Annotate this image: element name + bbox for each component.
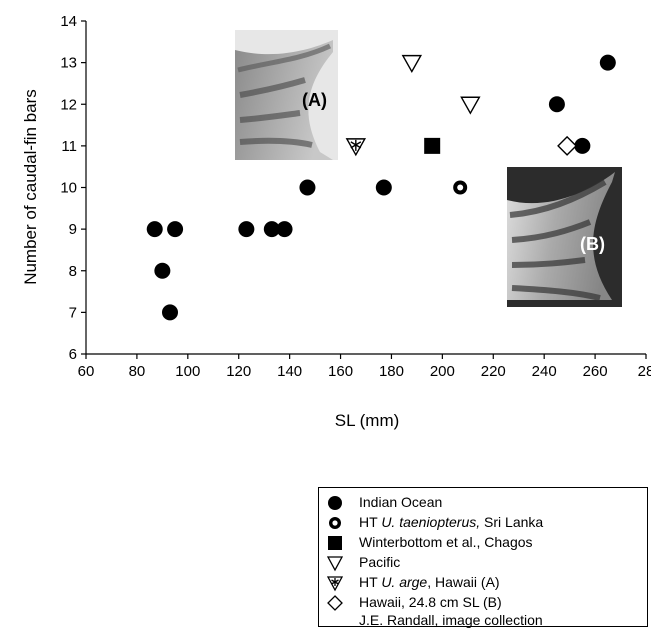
- inset-label-b: (B): [580, 234, 605, 254]
- data-point-filled-circle: [574, 137, 591, 154]
- legend: Indian Ocean HT U. taeniopterus, Sri Lan…: [318, 487, 648, 628]
- dot-circle-icon: [329, 517, 341, 529]
- x-axis-label: SL (mm): [335, 411, 400, 430]
- legend-item-ht-taeniopterus: HT U. taeniopterus, Sri Lanka: [319, 513, 647, 533]
- data-point-dot-circle: [453, 180, 468, 195]
- data-point-filled-circle: [375, 179, 392, 196]
- legend-label-prefix: HT: [359, 574, 382, 590]
- open-triangle-down-icon: [326, 556, 344, 572]
- open-diamond-icon: [327, 595, 343, 611]
- legend-label: HT U. taeniopterus, Sri Lanka: [359, 514, 543, 530]
- scatter-chart: (A) (B) 60 80 100 120 140 160 180 200 220 240 260 2…: [21, 13, 651, 430]
- x-tick-label: 140: [277, 363, 302, 380]
- legend-label: Indian Ocean: [359, 494, 443, 510]
- y-tick-label: 10: [60, 180, 77, 197]
- x-tick-label: 160: [328, 363, 353, 380]
- legend-label: Winterbottom et al., Chagos: [359, 534, 533, 550]
- data-point-filled-circle: [599, 54, 616, 71]
- data-point-filled-circle: [276, 221, 293, 238]
- legend-label-suffix: , Hawaii (A): [427, 574, 500, 590]
- data-point-filled-circle: [238, 221, 255, 238]
- y-tick-label: 11: [61, 138, 77, 155]
- legend-item-pacific: Pacific: [319, 553, 647, 573]
- star-triangle-down-icon: [326, 576, 344, 592]
- x-tick-label: 260: [583, 363, 608, 380]
- data-point-star-triangle-down: [345, 138, 367, 157]
- x-tick-label: 120: [226, 363, 251, 380]
- legend-label-italic: U. arge: [381, 574, 428, 590]
- filled-circle-icon: [328, 496, 342, 510]
- data-point-open-triangle-down: [460, 96, 481, 115]
- legend-label: HT U. arge, Hawaii (A): [359, 574, 500, 590]
- legend-item-ht-arge: HT U. arge, Hawaii (A): [319, 573, 647, 593]
- y-tick-label: 9: [69, 221, 77, 238]
- data-point-filled-circle: [154, 262, 171, 279]
- inset-photo-a: (A): [235, 30, 338, 160]
- data-point-filled-circle: [263, 221, 280, 238]
- legend-label-suffix: Sri Lanka: [480, 514, 544, 530]
- y-tick-label: 7: [69, 304, 77, 321]
- y-tick-label: 6: [69, 346, 77, 363]
- data-point-filled-circle: [167, 221, 184, 238]
- data-point-filled-square: [424, 137, 441, 154]
- legend-label: Pacific: [359, 554, 401, 570]
- y-axis-label: Number of caudal-fin bars: [21, 89, 40, 285]
- x-tick-label: 60: [78, 363, 95, 380]
- x-tick-label: 100: [175, 363, 200, 380]
- legend-label-line2: J.E. Randall, image collection: [359, 612, 543, 628]
- data-point-filled-circle: [162, 304, 178, 321]
- inset-photo-b: (B): [507, 167, 622, 307]
- legend-item-hawaii-b: Hawaii, 24.8 cm SL (B) J.E. Randall, ima…: [319, 593, 647, 633]
- x-tick-label: 240: [532, 363, 557, 380]
- x-tick-label: 28: [638, 363, 651, 380]
- data-point-filled-circle: [146, 221, 163, 238]
- x-tick-label: 80: [129, 363, 146, 380]
- data-point-filled-circle: [299, 179, 316, 196]
- data-point-open-diamond: [557, 135, 578, 156]
- axes: 60 80 100 120 140 160 180 200 220 240 260 28 6 7 8 9 10 1…: [60, 13, 651, 380]
- y-tick-label: 8: [69, 263, 77, 280]
- legend-label-prefix: HT: [359, 514, 382, 530]
- legend-item-winterbottom: Winterbottom et al., Chagos: [319, 533, 647, 553]
- y-tick-label: 13: [60, 55, 77, 72]
- data-point-filled-circle: [548, 96, 565, 113]
- x-tick-label: 220: [481, 363, 506, 380]
- x-tick-label: 180: [379, 363, 404, 380]
- filled-square-icon: [328, 536, 342, 550]
- y-tick-label: 12: [60, 96, 77, 113]
- x-tick-label: 200: [430, 363, 455, 380]
- data-point-open-triangle-down: [401, 54, 423, 74]
- y-tick-label: 14: [60, 13, 77, 30]
- legend-label: Hawaii, 24.8 cm SL (B): [359, 594, 502, 610]
- inset-label-a: (A): [302, 90, 327, 110]
- legend-label-italic: U. taeniopterus,: [381, 514, 481, 530]
- legend-item-indian-ocean: Indian Ocean: [319, 493, 647, 513]
- data-points: [146, 54, 616, 321]
